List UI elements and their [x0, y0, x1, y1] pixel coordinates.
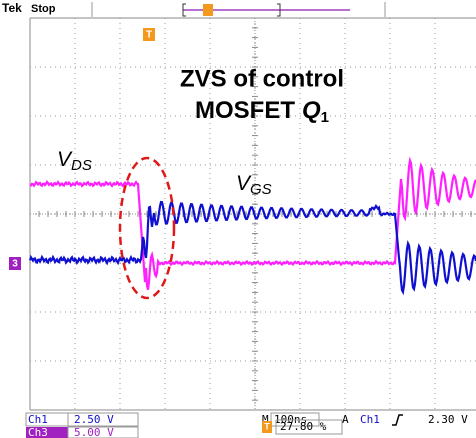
- ch3-label: Ch3: [28, 426, 48, 438]
- title-line: MOSFET Q1: [195, 97, 329, 126]
- run-status: Stop: [31, 3, 56, 15]
- ch1-scale: 2.50 V: [74, 413, 114, 426]
- ch1-label: Ch1: [28, 413, 48, 426]
- oscilloscope-screen: Tek Stop T 3 ZVS of control MOSFETQ1 VDS…: [0, 0, 476, 438]
- title-subscript: 1: [321, 109, 329, 126]
- trigger-position: 27.80 %: [280, 420, 327, 433]
- title-symbol: Q: [302, 97, 321, 124]
- title-line: ZVS of control: [180, 65, 344, 92]
- brand: Tek: [2, 1, 22, 15]
- trigger-level: 2.30 V: [428, 413, 468, 426]
- vds-subscript: DS: [71, 157, 92, 174]
- trigger-source: Ch1: [360, 413, 380, 426]
- vgs-subscript: GS: [250, 181, 272, 198]
- title-text: MOSFET: [195, 97, 295, 124]
- position-icon-letter: T: [264, 421, 270, 431]
- ch3-scale: 5.00 V: [74, 426, 114, 438]
- trigger-icon: [203, 4, 213, 16]
- trigger-position-letter: T: [146, 30, 152, 41]
- channel-marker-label: 3: [12, 259, 18, 270]
- trigger-mode: A: [342, 413, 349, 426]
